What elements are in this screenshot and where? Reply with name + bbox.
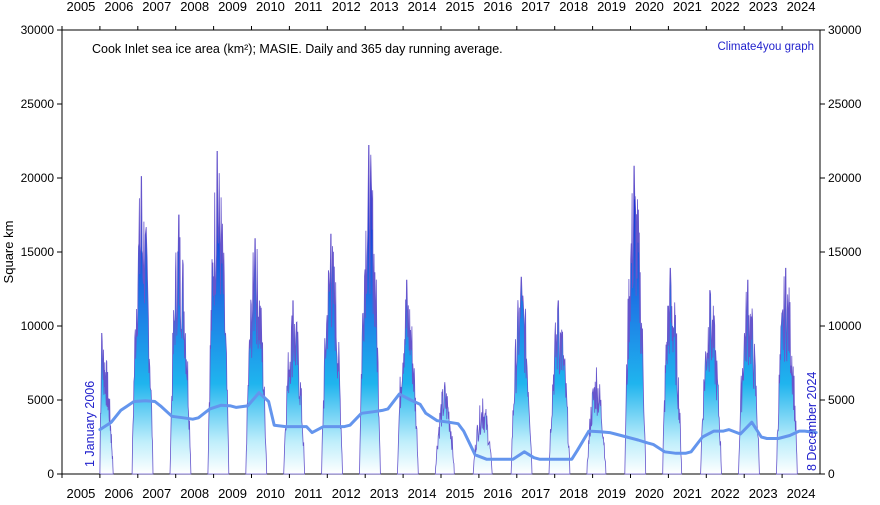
- x-tick-label-bottom: 2023: [749, 486, 778, 501]
- x-tick-label-bottom: 2007: [142, 486, 171, 501]
- x-tick-label-bottom: 2016: [483, 486, 512, 501]
- x-tick-label-top: 2010: [256, 0, 285, 14]
- daily-peak-2020: [624, 165, 647, 475]
- x-tick-label-bottom: 2024: [787, 486, 816, 501]
- daily-peak-2017: [510, 276, 533, 475]
- daily-peak-2019: [586, 367, 607, 475]
- x-tick-label-top: 2006: [104, 0, 133, 14]
- x-tick-label-top: 2020: [635, 0, 664, 14]
- end-date-label: 8 December 2024: [805, 372, 819, 471]
- x-tick-label-bottom: 2005: [66, 486, 95, 501]
- x-tick-label-top: 2012: [332, 0, 361, 14]
- x-tick-label-bottom: 2012: [332, 486, 361, 501]
- daily-peak-2014: [396, 279, 419, 475]
- x-tick-label-top: 2007: [142, 0, 171, 14]
- x-tick-label-top: 2005: [66, 0, 95, 14]
- chart-title: Cook Inlet sea ice area (km²); MASIE. Da…: [92, 42, 503, 56]
- y-tick-label-left: 30000: [21, 23, 55, 37]
- y-tick-label-left: 20000: [21, 171, 55, 185]
- daily-peak-2021: [662, 267, 683, 475]
- x-tick-label-top: 2024: [787, 0, 816, 14]
- daily-peak-2009: [207, 151, 230, 475]
- x-tick-label-bottom: 2021: [673, 486, 702, 501]
- y-axis-label: Square km: [1, 221, 16, 284]
- x-tick-label-bottom: 2009: [218, 486, 247, 501]
- x-tick-label-bottom: 2020: [635, 486, 664, 501]
- credit-label: Climate4you graph: [717, 41, 814, 53]
- daily-peak-2018: [548, 300, 571, 475]
- x-tick-label-bottom: 2013: [370, 486, 399, 501]
- x-tick-label-bottom: 2010: [256, 486, 285, 501]
- daily-peak-2006: [99, 333, 114, 475]
- y-tick-label-right: 25000: [828, 97, 862, 111]
- y-tick-label-left: 0: [47, 467, 54, 481]
- y-tick-label-right: 5000: [828, 393, 855, 407]
- y-tick-label-left: 10000: [21, 319, 55, 333]
- x-tick-label-bottom: 2015: [445, 486, 474, 501]
- y-tick-label-right: 0: [828, 467, 835, 481]
- x-tick-label-top: 2015: [445, 0, 474, 14]
- daily-peak-2022: [700, 290, 722, 475]
- running-average-line: [98, 391, 818, 461]
- axes: 0 0 5000 5000 10000 10000 15000 15000 20000 20000…: [21, 0, 862, 501]
- x-tick-label-top: 2017: [521, 0, 550, 14]
- x-tick-label-bottom: 2011: [294, 486, 322, 501]
- running-average-series: [98, 391, 818, 461]
- x-tick-label-top: 2009: [218, 0, 247, 14]
- x-tick-label-top: 2008: [180, 0, 209, 14]
- y-tick-label-right: 15000: [828, 245, 862, 259]
- x-tick-label-top: 2022: [711, 0, 740, 14]
- start-date-label: 1 January 2006: [83, 381, 97, 467]
- x-tick-label-bottom: 2022: [711, 486, 740, 501]
- x-tick-label-top: 2011: [294, 0, 322, 14]
- y-tick-label-left: 15000: [21, 245, 55, 259]
- y-tick-label-right: 20000: [828, 171, 862, 185]
- daily-peak-2013: [359, 145, 381, 475]
- x-tick-label-bottom: 2006: [104, 486, 133, 501]
- x-tick-label-bottom: 2017: [521, 486, 550, 501]
- daily-peak-2012: [321, 233, 343, 475]
- x-tick-label-top: 2018: [559, 0, 588, 14]
- x-tick-label-top: 2014: [408, 0, 437, 14]
- x-tick-label-bottom: 2018: [559, 486, 588, 501]
- x-tick-label-top: 2023: [749, 0, 778, 14]
- y-tick-label-left: 25000: [21, 97, 55, 111]
- x-tick-label-bottom: 2014: [408, 486, 437, 501]
- y-tick-label-right: 30000: [828, 23, 862, 37]
- daily-peak-2008: [169, 214, 192, 475]
- daily-peak-2011: [283, 300, 306, 475]
- x-tick-label-top: 2019: [597, 0, 626, 14]
- x-tick-label-bottom: 2008: [180, 486, 209, 501]
- x-tick-label-bottom: 2019: [597, 486, 626, 501]
- x-tick-label-top: 2016: [483, 0, 512, 14]
- y-tick-label-right: 10000: [828, 319, 862, 333]
- daily-peak-2010: [245, 238, 268, 475]
- x-tick-label-top: 2021: [673, 0, 702, 14]
- daily-ice-area-series: [99, 145, 798, 475]
- daily-peak-2024: [775, 267, 798, 475]
- y-tick-label-left: 5000: [27, 393, 54, 407]
- daily-peak-2015: [434, 382, 455, 475]
- x-tick-label-top: 2013: [370, 0, 399, 14]
